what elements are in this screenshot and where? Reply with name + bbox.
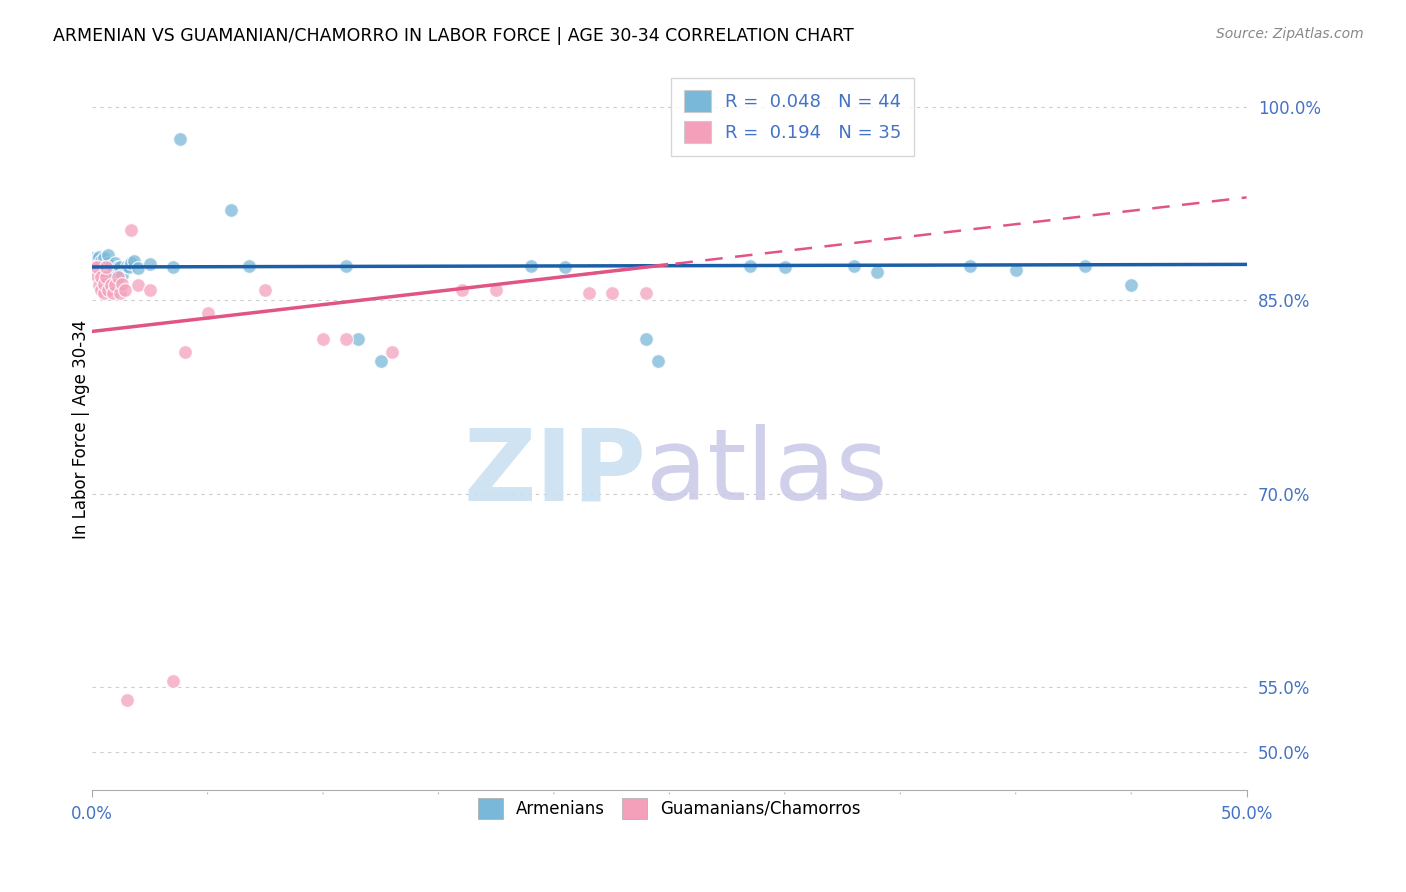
Point bbox=[90, 283, 112, 297]
Point bbox=[773, 260, 796, 274]
Y-axis label: In Labor Force | Age 30-34: In Labor Force | Age 30-34 bbox=[72, 319, 90, 539]
Point bbox=[83, 260, 105, 274]
Point bbox=[238, 259, 260, 273]
Point bbox=[866, 265, 889, 279]
Point bbox=[83, 251, 105, 265]
Point bbox=[370, 354, 392, 368]
Point bbox=[90, 270, 112, 285]
Point bbox=[139, 257, 162, 271]
Point bbox=[90, 253, 112, 268]
Point bbox=[87, 250, 110, 264]
Point bbox=[114, 283, 136, 297]
Point bbox=[554, 260, 576, 274]
Point bbox=[254, 283, 277, 297]
Point bbox=[647, 354, 669, 368]
Point bbox=[97, 248, 120, 262]
Legend: R =  0.048   N = 44, R =  0.194   N = 35: R = 0.048 N = 44, R = 0.194 N = 35 bbox=[671, 78, 914, 156]
Point bbox=[87, 260, 110, 274]
Point bbox=[86, 260, 108, 274]
Point bbox=[120, 222, 142, 236]
Point bbox=[100, 259, 122, 273]
Text: Source: ZipAtlas.com: Source: ZipAtlas.com bbox=[1216, 27, 1364, 41]
Point bbox=[108, 260, 131, 274]
Point bbox=[162, 673, 184, 688]
Point bbox=[104, 278, 127, 293]
Point bbox=[219, 203, 242, 218]
Point bbox=[100, 278, 122, 293]
Point bbox=[636, 332, 658, 346]
Point bbox=[1004, 262, 1026, 277]
Point bbox=[101, 285, 124, 300]
Point bbox=[578, 285, 600, 300]
Point bbox=[162, 260, 184, 274]
Point bbox=[118, 260, 141, 274]
Point bbox=[104, 256, 127, 270]
Point bbox=[636, 285, 658, 300]
Point bbox=[94, 260, 117, 274]
Text: ARMENIAN VS GUAMANIAN/CHAMORRO IN LABOR FORCE | AGE 30-34 CORRELATION CHART: ARMENIAN VS GUAMANIAN/CHAMORRO IN LABOR … bbox=[53, 27, 855, 45]
Point bbox=[107, 260, 129, 274]
Point bbox=[139, 283, 162, 297]
Point bbox=[111, 268, 134, 282]
Point bbox=[87, 278, 110, 293]
Point bbox=[93, 277, 115, 291]
Point bbox=[312, 332, 335, 346]
Point bbox=[111, 277, 134, 291]
Point bbox=[93, 257, 115, 271]
Point bbox=[120, 256, 142, 270]
Point bbox=[122, 253, 145, 268]
Point bbox=[90, 259, 112, 273]
Point bbox=[520, 259, 543, 273]
Point bbox=[86, 252, 108, 267]
Point bbox=[115, 259, 138, 273]
Point bbox=[842, 259, 865, 273]
Point bbox=[740, 259, 762, 273]
Point bbox=[97, 256, 120, 270]
Text: ZIP: ZIP bbox=[464, 425, 647, 521]
Point bbox=[959, 259, 981, 273]
Point bbox=[97, 283, 120, 297]
Point bbox=[86, 268, 108, 283]
Point bbox=[115, 693, 138, 707]
Point bbox=[107, 270, 129, 285]
Point bbox=[335, 332, 357, 346]
Point bbox=[169, 132, 191, 146]
Point bbox=[381, 345, 404, 359]
Point bbox=[94, 260, 117, 274]
Point bbox=[450, 283, 472, 297]
Point bbox=[173, 345, 195, 359]
Point bbox=[86, 260, 108, 274]
Point bbox=[197, 306, 219, 320]
Point bbox=[485, 283, 508, 297]
Point bbox=[127, 261, 149, 276]
Text: atlas: atlas bbox=[647, 425, 889, 521]
Point bbox=[346, 332, 368, 346]
Point bbox=[127, 278, 149, 293]
Point bbox=[101, 264, 124, 278]
Point bbox=[1121, 278, 1143, 293]
Point bbox=[93, 285, 115, 300]
Point bbox=[600, 285, 623, 300]
Point bbox=[93, 251, 115, 265]
Point bbox=[335, 259, 357, 273]
Point bbox=[108, 285, 131, 300]
Point bbox=[94, 270, 117, 285]
Point bbox=[1074, 259, 1097, 273]
